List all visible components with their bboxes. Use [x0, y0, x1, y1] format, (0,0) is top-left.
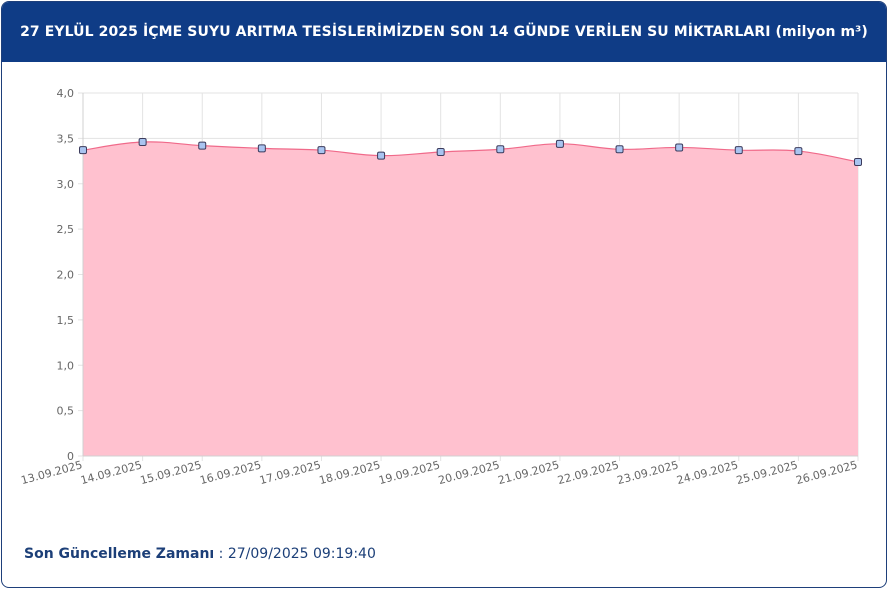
- last-update-value: 27/09/2025 09:19:40: [227, 546, 376, 562]
- x-tick-label: 25.09.2025: [735, 458, 799, 487]
- y-tick-label: 1,0: [57, 359, 75, 372]
- x-tick-label: 26.09.2025: [795, 458, 859, 487]
- series-line: [82, 141, 859, 163]
- data-point: [198, 141, 207, 150]
- x-tick-label: 20.09.2025: [437, 458, 501, 487]
- data-point: [436, 147, 445, 156]
- data-point: [675, 143, 684, 152]
- chart-header: 27 EYLÜL 2025 İÇME SUYU ARITMA TESİSLERİ…: [2, 2, 886, 62]
- last-update: Son Güncelleme Zamanı : 27/09/2025 09:19…: [24, 546, 376, 562]
- data-point: [79, 146, 87, 155]
- data-point: [555, 139, 564, 148]
- y-tick-label: 3,5: [57, 132, 75, 145]
- x-tick-label: 19.09.2025: [377, 458, 441, 487]
- data-point: [496, 145, 505, 154]
- x-tick-label: 23.09.2025: [616, 458, 680, 487]
- x-tick-label: 13.09.2025: [20, 458, 84, 487]
- series-area: [83, 141, 858, 457]
- x-tick-label: 18.09.2025: [318, 458, 382, 487]
- last-update-label: Son Güncelleme Zamanı: [24, 546, 215, 562]
- y-tick-label: 3,0: [57, 178, 75, 191]
- x-tick-label: 24.09.2025: [675, 458, 739, 487]
- data-point: [734, 146, 743, 155]
- y-tick-label: 4,0: [57, 87, 75, 100]
- data-point: [615, 145, 624, 154]
- x-tick-label: 15.09.2025: [139, 458, 203, 487]
- data-point: [317, 146, 326, 155]
- data-point: [854, 157, 862, 166]
- x-tick-label: 22.09.2025: [556, 458, 620, 487]
- data-point: [138, 138, 147, 147]
- y-tick-label: 1,5: [57, 314, 75, 327]
- y-tick-label: 2,5: [57, 223, 75, 236]
- y-tick-label: 0: [67, 450, 74, 463]
- x-tick-label: 14.09.2025: [79, 458, 143, 487]
- data-point: [257, 144, 266, 153]
- x-tick-label: 16.09.2025: [198, 458, 262, 487]
- data-point: [794, 147, 803, 156]
- y-tick-label: 2,0: [57, 269, 75, 282]
- last-update-separator: :: [214, 546, 228, 562]
- data-point: [377, 151, 386, 160]
- chart-title: 27 EYLÜL 2025 İÇME SUYU ARITMA TESİSLERİ…: [20, 24, 868, 40]
- x-tick-label: 17.09.2025: [258, 458, 322, 487]
- x-tick-label: 21.09.2025: [496, 458, 560, 487]
- y-tick-label: 0,5: [57, 405, 75, 418]
